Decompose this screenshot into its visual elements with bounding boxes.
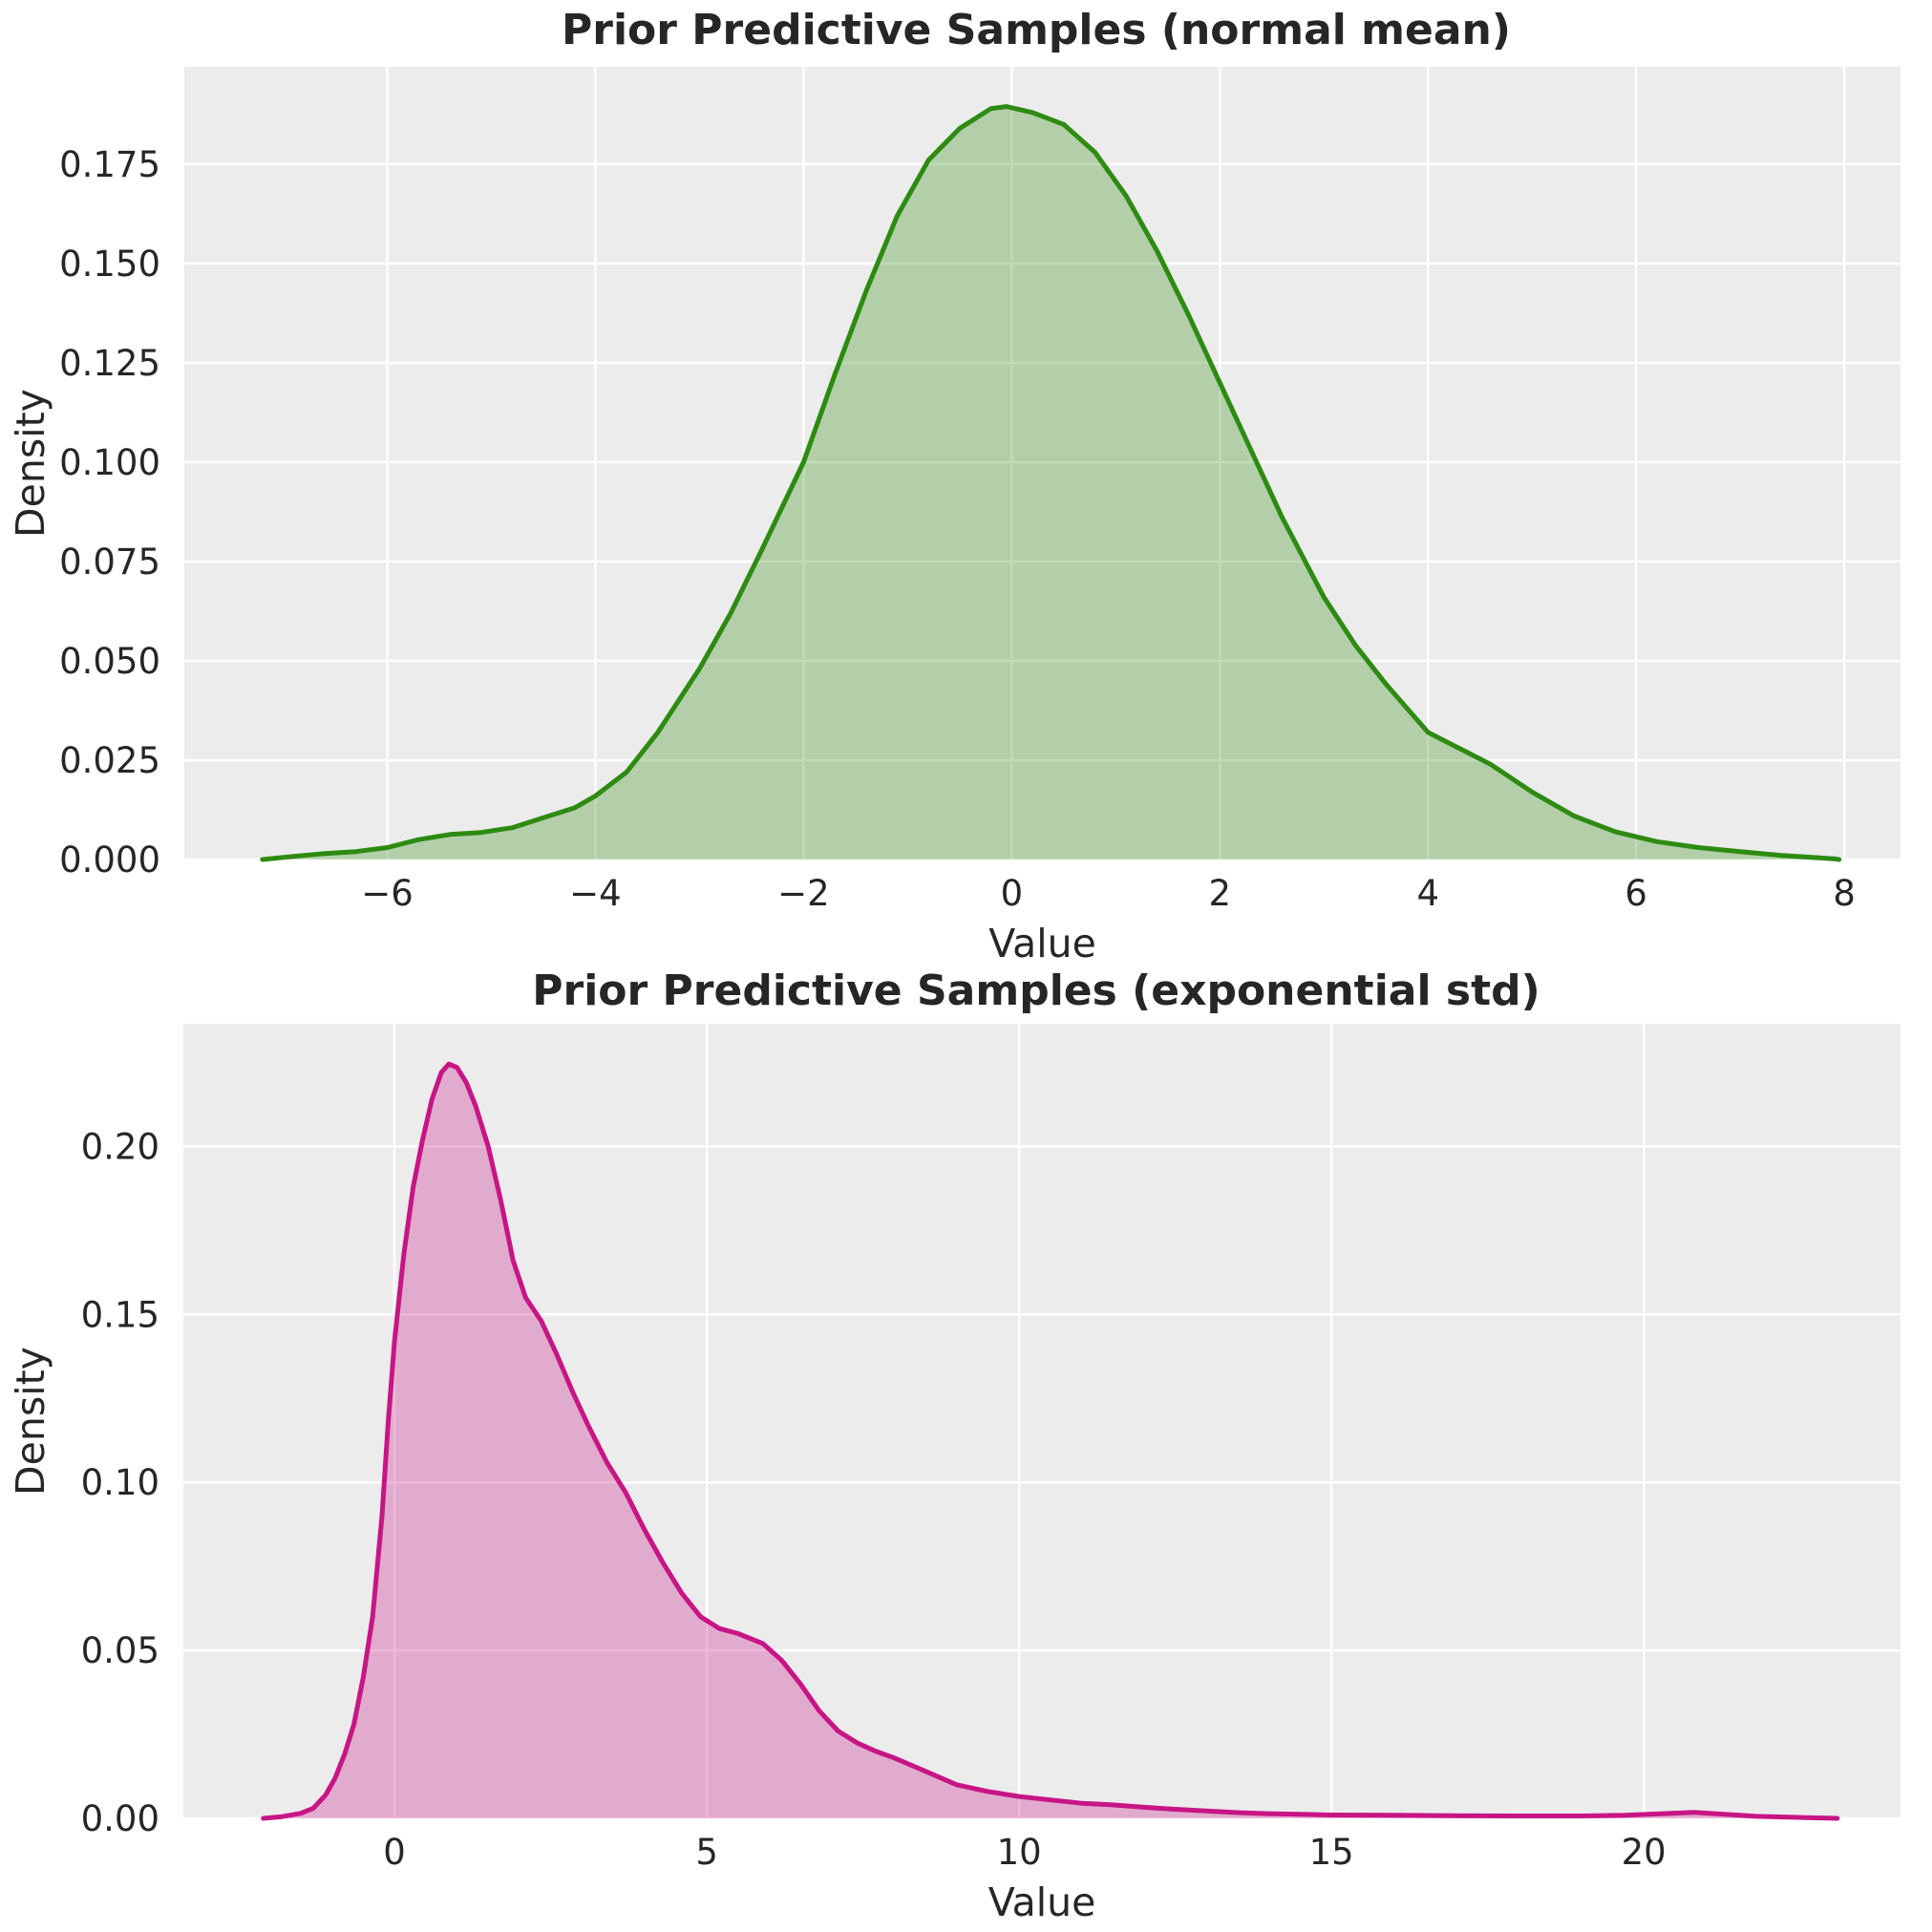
x-axis-label: Value bbox=[988, 921, 1096, 966]
x-tick-label: 0 bbox=[1001, 873, 1024, 914]
x-tick-label: 4 bbox=[1416, 873, 1439, 914]
y-tick-label: 0.150 bbox=[59, 244, 160, 285]
y-tick-label: 0.20 bbox=[81, 1126, 159, 1167]
x-tick-labels: −6 −4 −2 0 2 4 6 8 bbox=[361, 873, 1856, 914]
y-tick-label: 0.075 bbox=[59, 541, 160, 583]
kde-density-curve bbox=[260, 104, 1842, 862]
kde-density-curve bbox=[261, 1061, 1840, 1821]
y-tick-label: 0.15 bbox=[81, 1294, 159, 1335]
y-tick-labels: 0.00 0.05 0.10 0.15 0.20 bbox=[81, 1126, 159, 1839]
x-tick-label: −4 bbox=[569, 873, 622, 914]
x-tick-label: 0 bbox=[383, 1832, 406, 1873]
y-tick-label: 0.000 bbox=[59, 839, 160, 881]
chart-title: Prior Predictive Samples (normal mean) bbox=[562, 6, 1511, 54]
x-tick-label: 8 bbox=[1833, 873, 1856, 914]
gridlines bbox=[183, 1024, 1900, 1820]
y-tick-label: 0.10 bbox=[81, 1462, 159, 1503]
y-tick-label: 0.100 bbox=[59, 442, 160, 483]
y-axis-label: Density bbox=[8, 1347, 53, 1496]
y-tick-label: 0.175 bbox=[59, 144, 160, 185]
y-tick-label: 0.025 bbox=[59, 740, 160, 781]
x-tick-label: 15 bbox=[1309, 1832, 1354, 1873]
y-tick-label: 0.05 bbox=[81, 1630, 159, 1671]
plot-background bbox=[183, 1024, 1900, 1818]
y-axis-label: Density bbox=[8, 389, 53, 538]
x-tick-label: 5 bbox=[695, 1832, 718, 1873]
gridlines bbox=[184, 67, 1900, 861]
kde-area-fill bbox=[262, 106, 1839, 860]
y-tick-label: 0.125 bbox=[59, 343, 160, 384]
x-tick-label: −6 bbox=[361, 873, 414, 914]
figure-prior-predictive-exponential-std: 0 5 10 15 20 0.00 0.05 0.10 0.15 0.20 Prior Pred… bbox=[0, 966, 1932, 1932]
x-tick-label: 6 bbox=[1624, 873, 1647, 914]
kde-chart-normal-mean: −6 −4 −2 0 2 4 6 8 0.000 0.025 0.050 0.075 0.100 0.1… bbox=[8, 6, 1900, 966]
x-tick-label: 20 bbox=[1622, 1832, 1667, 1873]
x-tick-label: −2 bbox=[777, 873, 830, 914]
x-axis-label: Value bbox=[988, 1879, 1096, 1925]
x-tick-label: 2 bbox=[1209, 873, 1232, 914]
kde-area-fill bbox=[263, 1064, 1837, 1818]
x-tick-labels: 0 5 10 15 20 bbox=[383, 1832, 1666, 1873]
chart-title: Prior Predictive Samples (exponential st… bbox=[532, 966, 1539, 1015]
figure-prior-predictive-normal-mean: −6 −4 −2 0 2 4 6 8 0.000 0.025 0.050 0.075 0.100 0.1… bbox=[8, 6, 1900, 966]
y-tick-label: 0.050 bbox=[59, 641, 160, 682]
x-tick-label: 10 bbox=[997, 1832, 1042, 1873]
y-tick-labels: 0.000 0.025 0.050 0.075 0.100 0.125 0.150 0.175 bbox=[59, 144, 160, 881]
kde-chart-exponential-std: 0 5 10 15 20 0.00 0.05 0.10 0.15 0.20 Prior Pred… bbox=[8, 966, 1900, 1925]
y-tick-label: 0.00 bbox=[81, 1798, 159, 1839]
